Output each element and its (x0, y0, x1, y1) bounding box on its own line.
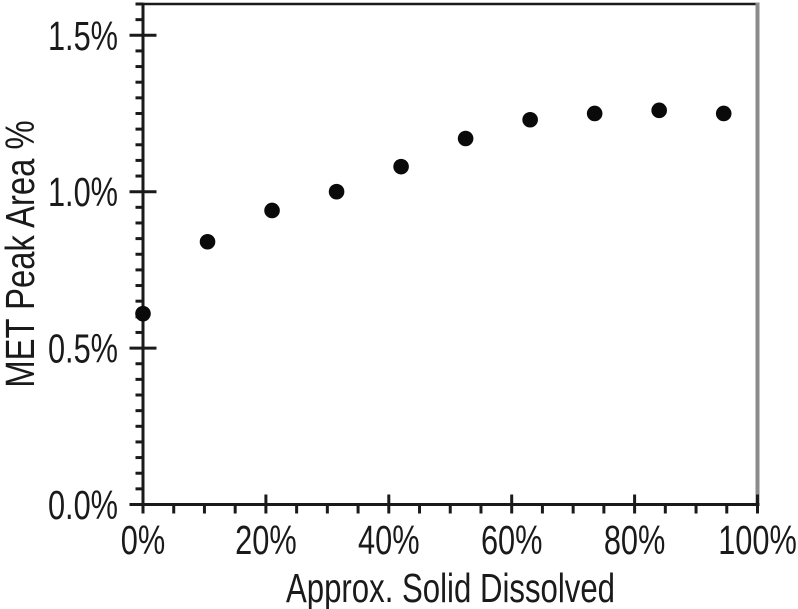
data-point (264, 202, 280, 219)
data-point (457, 130, 474, 147)
y-axis-tick-labels: 0.0% 0.5% 1.0% 1.5% (48, 12, 118, 528)
x-axis-tick-labels: 0% 20% 40% 60% 80% 100% (121, 517, 797, 563)
y-tick-label: 0.0% (48, 482, 118, 528)
y-axis-title: MET Peak Area % (0, 120, 43, 387)
x-tick-label: 40% (358, 517, 420, 563)
plot-border (141, 2, 760, 506)
y-tick-label: 0.5% (48, 325, 118, 371)
data-point (651, 102, 667, 119)
data-point (393, 158, 409, 175)
data-point (522, 111, 538, 128)
data-point (135, 305, 151, 322)
data-point (328, 183, 345, 200)
data-point (715, 105, 732, 122)
x-tick-label: 100% (718, 517, 797, 563)
scatter-data-points (135, 102, 732, 322)
y-tick-label: 1.0% (48, 169, 118, 215)
x-tick-label: 20% (235, 517, 297, 563)
x-axis-ticks (141, 494, 759, 514)
x-tick-label: 0% (121, 517, 165, 563)
y-tick-label: 1.5% (48, 12, 118, 58)
x-tick-label: 80% (604, 517, 666, 563)
y-axis-ticks (129, 2, 157, 506)
x-tick-label: 60% (481, 517, 543, 563)
data-point (586, 105, 603, 122)
data-point (199, 233, 216, 250)
x-axis-title: Approx. Solid Dissolved (286, 565, 615, 609)
